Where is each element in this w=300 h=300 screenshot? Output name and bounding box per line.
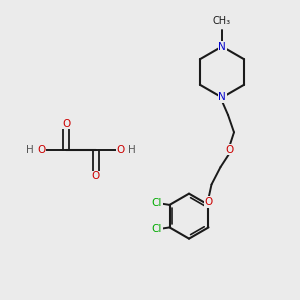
Text: H: H: [26, 145, 34, 155]
Text: Cl: Cl: [152, 224, 162, 234]
Text: N: N: [218, 41, 226, 52]
Text: O: O: [204, 197, 213, 207]
Text: O: O: [62, 118, 70, 129]
Text: O: O: [37, 145, 46, 155]
Text: O: O: [225, 145, 234, 155]
Text: CH₃: CH₃: [213, 16, 231, 26]
Text: Cl: Cl: [152, 198, 162, 208]
Text: N: N: [218, 92, 226, 103]
Text: O: O: [116, 145, 125, 155]
Text: O: O: [92, 171, 100, 182]
Text: H: H: [128, 145, 136, 155]
